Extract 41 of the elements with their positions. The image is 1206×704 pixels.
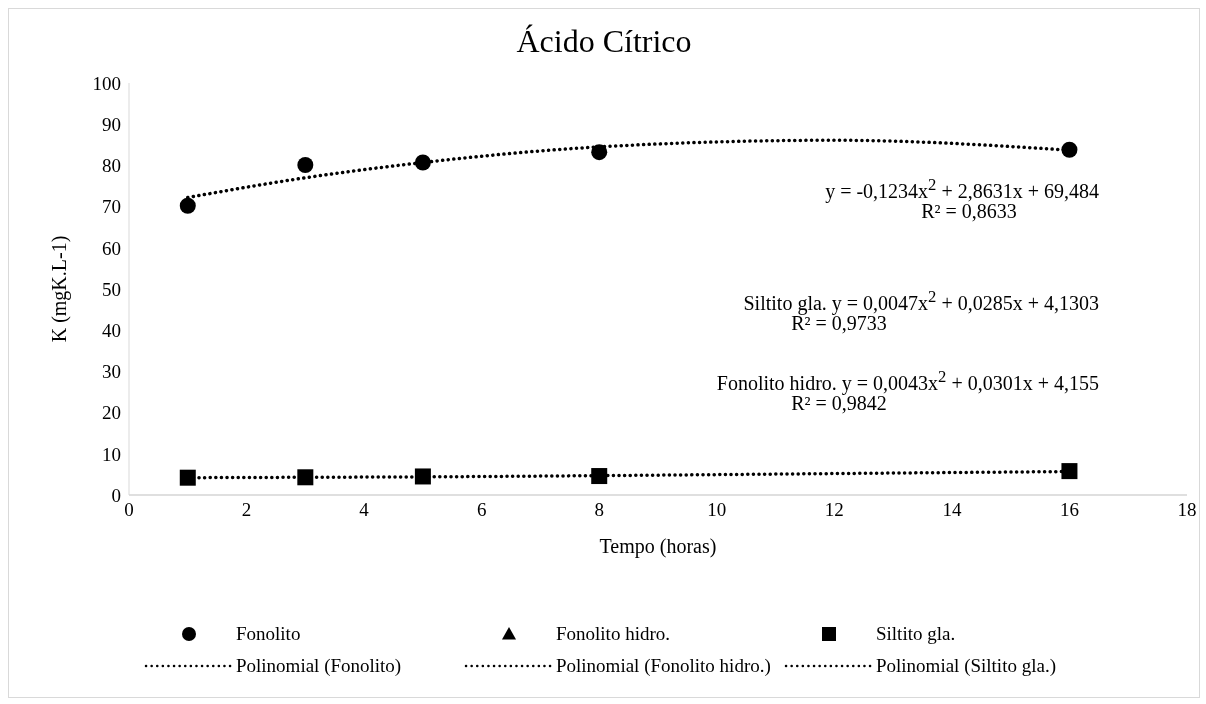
x-tick-label: 10 bbox=[707, 499, 727, 521]
y-tick-label: 10 bbox=[102, 443, 121, 465]
point bbox=[297, 469, 314, 486]
point bbox=[414, 154, 431, 171]
y-tick-label: 20 bbox=[102, 402, 121, 424]
y-tick-label: 0 bbox=[111, 484, 121, 506]
y-axis-title: K (mgK.L-1) bbox=[48, 235, 72, 343]
point bbox=[591, 468, 608, 485]
point bbox=[297, 156, 314, 173]
point bbox=[1061, 463, 1078, 480]
y-tick-label: 90 bbox=[102, 113, 121, 135]
point bbox=[591, 144, 608, 161]
point bbox=[414, 468, 431, 485]
x-tick-label: 16 bbox=[1059, 499, 1079, 521]
point bbox=[1061, 141, 1078, 158]
x-tick-label: 6 bbox=[476, 499, 487, 521]
annotation: y = -0,1234x$^{2}$ + 2,8631x + 69,484 bbox=[825, 175, 1099, 202]
x-tick-label: 2 bbox=[241, 499, 252, 521]
x-tick-label: 8 bbox=[594, 499, 604, 521]
chart-title: Ácido Cítrico bbox=[516, 23, 692, 59]
legend-label: Fonolito bbox=[236, 623, 301, 645]
y-tick-label: 30 bbox=[102, 361, 121, 383]
x-axis-title: Tempo (horas) bbox=[599, 535, 717, 558]
point bbox=[179, 469, 196, 486]
x-tick-label: 4 bbox=[359, 499, 370, 521]
y-tick-label: 80 bbox=[102, 155, 121, 177]
point bbox=[179, 197, 196, 214]
y-tick-label: 100 bbox=[92, 72, 121, 94]
x-tick-label: 18 bbox=[1177, 499, 1197, 521]
x-tick-label: 12 bbox=[824, 499, 844, 521]
y-tick-label: 60 bbox=[102, 237, 121, 259]
y-tick-label: 40 bbox=[102, 319, 121, 341]
legend-label: Polinomial (Fonolito hidro.) bbox=[556, 655, 771, 677]
legend-label: Polinomial (Siltito gla.) bbox=[876, 655, 1056, 677]
x-tick-label: 14 bbox=[942, 499, 962, 521]
y-tick-label: 70 bbox=[102, 196, 121, 218]
legend-label: Siltito gla. bbox=[876, 623, 956, 645]
legend-label: Polinomial (Fonolito) bbox=[236, 655, 402, 677]
annotation: R² = 0,8633 bbox=[921, 200, 1017, 223]
legend-label: Fonolito hidro. bbox=[556, 623, 671, 645]
y-tick-label: 50 bbox=[102, 278, 121, 300]
